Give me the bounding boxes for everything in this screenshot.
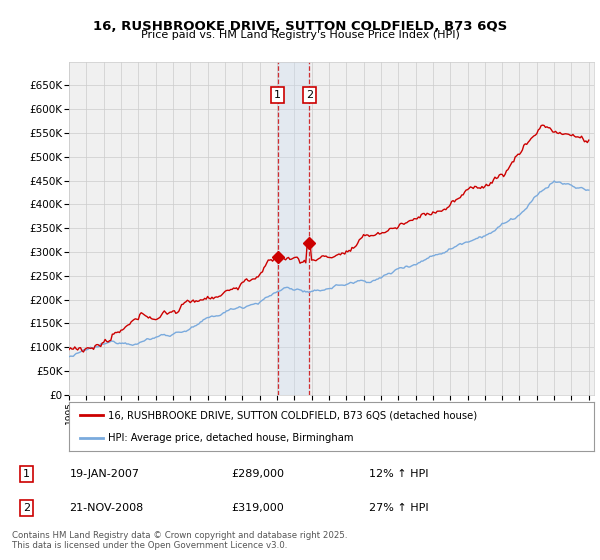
Text: £289,000: £289,000 [231, 469, 284, 479]
Text: 2: 2 [306, 90, 313, 100]
Text: 16, RUSHBROOKE DRIVE, SUTTON COLDFIELD, B73 6QS (detached house): 16, RUSHBROOKE DRIVE, SUTTON COLDFIELD, … [109, 410, 478, 421]
Text: £319,000: £319,000 [231, 503, 284, 513]
Text: Price paid vs. HM Land Registry's House Price Index (HPI): Price paid vs. HM Land Registry's House … [140, 30, 460, 40]
Text: Contains HM Land Registry data © Crown copyright and database right 2025.
This d: Contains HM Land Registry data © Crown c… [12, 531, 347, 550]
Text: HPI: Average price, detached house, Birmingham: HPI: Average price, detached house, Birm… [109, 433, 354, 444]
Text: 1: 1 [23, 469, 30, 479]
Text: 2: 2 [23, 503, 30, 513]
Text: 1: 1 [274, 90, 281, 100]
Text: 21-NOV-2008: 21-NOV-2008 [70, 503, 144, 513]
Text: 27% ↑ HPI: 27% ↑ HPI [369, 503, 429, 513]
Text: 12% ↑ HPI: 12% ↑ HPI [369, 469, 428, 479]
Text: 19-JAN-2007: 19-JAN-2007 [70, 469, 140, 479]
Text: 16, RUSHBROOKE DRIVE, SUTTON COLDFIELD, B73 6QS: 16, RUSHBROOKE DRIVE, SUTTON COLDFIELD, … [93, 20, 507, 32]
Bar [278, 62, 310, 395]
